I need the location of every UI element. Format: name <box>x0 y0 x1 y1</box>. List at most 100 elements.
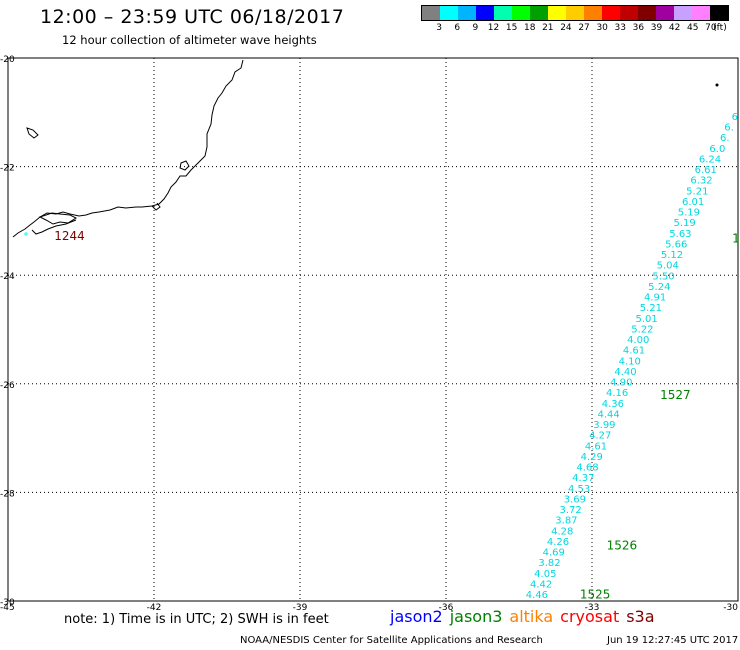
coastline <box>12 59 244 238</box>
legend-swatch <box>620 6 638 20</box>
wave-height-value: 5.04 <box>657 261 679 272</box>
legend-tick: 70 <box>705 23 717 33</box>
legend-tick: 27 <box>578 23 590 33</box>
grid-lines <box>8 58 738 601</box>
legend-tick: 12 <box>487 23 500 33</box>
legend-swatch <box>512 6 530 20</box>
legend-tick: 30 <box>596 23 608 33</box>
wave-height-value: 6.61 <box>695 165 717 176</box>
legend-swatch <box>440 6 458 20</box>
legend-tick: 15 <box>505 23 518 33</box>
wave-height-value: 6 <box>732 112 738 123</box>
wave-height-value: 5.21 <box>686 186 708 197</box>
wave-height-value: 4.44 <box>598 409 620 420</box>
legend-swatch <box>494 6 512 20</box>
pass-time-label: 1527 <box>660 388 691 402</box>
legend-tick: 18 <box>523 23 536 33</box>
wave-height-value: 5.22 <box>631 324 653 335</box>
legend-swatch <box>602 6 620 20</box>
legend-tick: 33 <box>614 23 627 33</box>
legend-tick: 9 <box>472 23 479 33</box>
wave-height-value: 3.99 <box>593 420 615 431</box>
wave-height-value: 4.42 <box>530 579 552 590</box>
wave-height-value: 4.68 <box>576 463 598 474</box>
lat-label: -24 <box>0 272 15 282</box>
legend-swatch <box>458 6 476 20</box>
legend-swatches <box>421 5 729 21</box>
wave-height-value: 3.72 <box>560 505 582 516</box>
wave-height-value: 3.87 <box>555 516 577 527</box>
coastline-bay <box>38 212 78 225</box>
wave-height-value: 5.24 <box>648 282 670 293</box>
legend-tick: 42 <box>668 23 681 33</box>
wave-height-value: 6.32 <box>690 176 712 187</box>
wave-height-value: 4.26 <box>547 537 569 548</box>
wave-height-value: 6. <box>720 133 730 144</box>
wave-height-value: 4.37 <box>572 473 594 484</box>
cape-frio <box>151 202 161 211</box>
wave-height-value: 5.63 <box>669 229 691 240</box>
legend-tick: 45 <box>687 23 699 33</box>
lon-label: -45 <box>0 603 15 613</box>
wave-height-value: 6.24 <box>699 154 721 165</box>
legend-swatch <box>656 6 674 20</box>
legend-swatch <box>422 6 440 20</box>
legend-swatch <box>566 6 584 20</box>
satellite-name: cryosat <box>560 607 620 626</box>
legend-swatch <box>674 6 692 20</box>
wave-height-value: 5.66 <box>665 239 687 250</box>
map-frame <box>7 57 739 602</box>
wave-height-value: 4.69 <box>543 548 565 559</box>
wave-height-value: 4.46 <box>526 590 548 601</box>
wave-height-track: 66.6.6.06.246.616.325.216.015.195.195.63… <box>526 112 738 601</box>
lat-label: -22 <box>0 164 15 174</box>
wave-height-value: 4.53 <box>568 484 590 495</box>
lat-label: -20 <box>0 55 15 65</box>
legend-swatch <box>476 6 494 20</box>
bay-edge <box>31 219 77 235</box>
wave-height-value: 4.00 <box>627 335 649 346</box>
map-subtitle: 12 hour collection of altimeter wave hei… <box>62 33 317 47</box>
wave-height-value: 5.19 <box>674 218 696 229</box>
wave-height-value: 4.10 <box>619 356 641 367</box>
pass-time-label: 15 <box>732 232 740 246</box>
pass-time-label: 1526 <box>607 538 638 552</box>
footer-note: note: 1) Time is in UTC; 2) SWH is in fe… <box>64 612 329 627</box>
wave-height-value: 6. <box>724 123 734 134</box>
wave-height-value: 4.05 <box>534 569 556 580</box>
wave-height-value: 4.16 <box>606 388 628 399</box>
legend-tick-labels: 3 6 9 12 15 18 21 24 27 30 33 36 39 42 45 70 (ft) <box>421 21 729 35</box>
island-1 <box>26 127 39 139</box>
wave-height-value: 4.90 <box>610 378 632 389</box>
legend-tick: (ft) <box>713 23 727 33</box>
start-marker <box>24 232 28 236</box>
lat-label: -28 <box>0 489 15 499</box>
lon-label: -42 <box>147 603 162 613</box>
legend-tick: 6 <box>454 23 461 33</box>
wave-height-value: 5.12 <box>661 250 683 261</box>
pass-time-label: 1244 <box>54 229 85 243</box>
satellite-name: jason2 <box>390 607 443 626</box>
legend-tick: 21 <box>542 23 554 33</box>
latitude-labels: -20 -22 -24 -26 -28 -30 <box>0 55 15 608</box>
legend-swatch <box>638 6 656 20</box>
lon-label: -30 <box>723 603 738 613</box>
wave-height-value: 5.50 <box>652 271 674 282</box>
lon-label: -36 <box>439 603 454 613</box>
pass-time-labels: 1244 15 1527 1526 1525 <box>54 229 740 601</box>
wave-height-value: 5.19 <box>678 208 700 219</box>
legend-tick: 3 <box>436 23 442 33</box>
wave-height-value: 5.21 <box>640 303 662 314</box>
satellite-name: s3a <box>626 607 655 626</box>
wave-height-value: 6.01 <box>682 197 704 208</box>
wave-height-value: 4.27 <box>589 431 611 442</box>
color-legend: 3 6 9 12 15 18 21 24 27 30 33 36 39 42 45 70 (ft) <box>421 5 729 35</box>
satellite-legend: jason2 jason3 altika cryosat s3a <box>390 607 662 626</box>
map-title: 12:00 – 23:59 UTC 06/18/2017 <box>40 6 345 28</box>
satellite-name: altika <box>509 607 554 626</box>
wave-height-value: 4.36 <box>602 399 624 410</box>
satellite-name: jason3 <box>449 607 503 626</box>
legend-tick: 24 <box>560 23 572 33</box>
legend-swatch <box>530 6 548 20</box>
